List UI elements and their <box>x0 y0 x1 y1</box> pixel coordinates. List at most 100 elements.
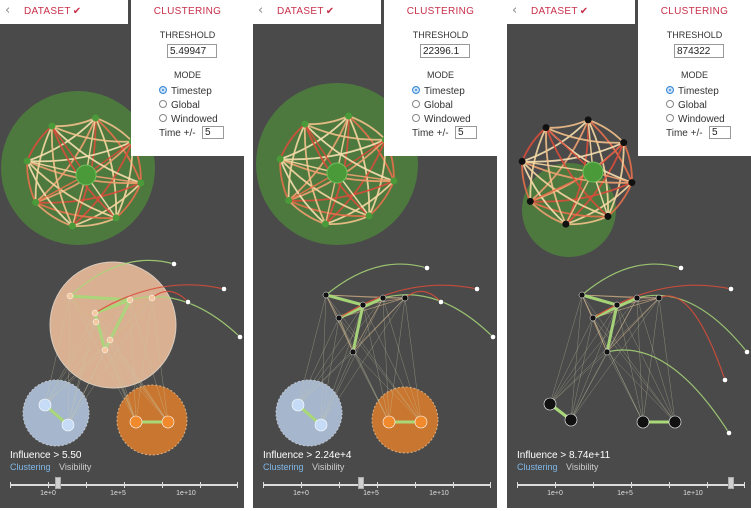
tab-visibility[interactable]: Visibility <box>566 462 599 472</box>
tab-clustering[interactable]: Clustering <box>10 462 51 472</box>
mode-radio-global[interactable]: Global <box>159 100 200 112</box>
time-window-input[interactable]: 5 <box>709 126 731 139</box>
influence-slider[interactable]: 1e+0 1e+5 1e+10 <box>517 477 745 502</box>
mode-radio-windowed[interactable]: Windowed <box>666 114 725 126</box>
radio-selected-icon[interactable] <box>412 86 420 95</box>
threshold-input[interactable]: 22396.1 <box>420 44 470 58</box>
graph-node[interactable] <box>603 348 611 356</box>
graph-node[interactable] <box>542 124 550 132</box>
graph-node[interactable] <box>349 348 357 356</box>
threshold-input[interactable]: 874322 <box>674 44 724 58</box>
slider-thumb[interactable] <box>358 477 365 489</box>
network-graph[interactable] <box>253 0 497 508</box>
back-chevron-icon[interactable]: ‹ <box>512 3 518 18</box>
graph-node[interactable] <box>101 346 109 354</box>
graph-node[interactable] <box>379 294 387 302</box>
graph-node[interactable] <box>365 212 373 220</box>
tab-visibility[interactable]: Visibility <box>59 462 92 472</box>
graph-node[interactable] <box>668 415 682 429</box>
back-chevron-icon[interactable]: ‹ <box>5 3 11 18</box>
graph-node[interactable] <box>401 294 409 302</box>
graph-node[interactable] <box>129 415 143 429</box>
graph-node[interactable] <box>148 294 156 302</box>
threshold-input[interactable]: 5.49947 <box>167 44 217 58</box>
radio-icon[interactable] <box>159 114 167 123</box>
radio-icon[interactable] <box>666 100 674 109</box>
graph-node[interactable] <box>564 413 578 427</box>
graph-node[interactable] <box>112 214 120 222</box>
radio-icon[interactable] <box>412 100 420 109</box>
radio-selected-icon[interactable] <box>159 86 167 95</box>
graph-node[interactable] <box>620 139 628 147</box>
mode-radio-timestep[interactable]: Timestep <box>159 86 212 98</box>
graph-nodes[interactable] <box>23 114 243 432</box>
graph-node[interactable] <box>23 157 31 165</box>
cluster-halo-orange[interactable] <box>371 386 439 454</box>
graph-node[interactable] <box>285 196 293 204</box>
graph-node[interactable] <box>237 334 243 340</box>
graph-node[interactable] <box>474 286 480 292</box>
graph-node[interactable] <box>744 349 750 355</box>
graph-node[interactable] <box>92 318 100 326</box>
cluster-halo-orange[interactable] <box>116 384 188 456</box>
graph-node[interactable] <box>636 415 650 429</box>
graph-node[interactable] <box>722 377 728 383</box>
time-window-input[interactable]: 5 <box>455 126 477 139</box>
mode-radio-timestep[interactable]: Timestep <box>666 86 719 98</box>
tab-clustering[interactable]: Clustering <box>263 462 304 472</box>
graph-node[interactable] <box>382 415 396 429</box>
graph-node[interactable] <box>48 122 56 130</box>
graph-node[interactable] <box>589 314 597 322</box>
graph-node[interactable] <box>137 179 145 187</box>
dataset-button[interactable]: DATASET ✔ <box>24 6 81 17</box>
dataset-bar[interactable]: ‹ DATASET ✔ <box>507 0 635 24</box>
dataset-bar[interactable]: ‹ DATASET ✔ <box>0 0 128 24</box>
graph-node-large[interactable] <box>326 162 348 184</box>
graph-node[interactable] <box>92 114 100 122</box>
graph-node[interactable] <box>301 120 309 128</box>
graph-node[interactable] <box>161 415 175 429</box>
radio-selected-icon[interactable] <box>666 86 674 95</box>
graph-node[interactable] <box>68 222 76 230</box>
graph-node[interactable] <box>359 301 367 309</box>
graph-node[interactable] <box>526 197 534 205</box>
network-graph[interactable] <box>507 0 751 508</box>
radio-icon[interactable] <box>159 100 167 109</box>
graph-node[interactable] <box>562 220 570 228</box>
graph-node-large[interactable] <box>582 161 604 183</box>
mode-radio-global[interactable]: Global <box>412 100 453 112</box>
mode-radio-windowed[interactable]: Windowed <box>412 114 471 126</box>
graph-node[interactable] <box>291 398 305 412</box>
time-window-input[interactable]: 5 <box>202 126 224 139</box>
mode-radio-windowed[interactable]: Windowed <box>159 114 218 126</box>
graph-node[interactable] <box>390 177 398 185</box>
mode-radio-timestep[interactable]: Timestep <box>412 86 465 98</box>
slider-thumb[interactable] <box>728 477 735 489</box>
graph-node[interactable] <box>322 291 330 299</box>
graph-node[interactable] <box>424 265 430 271</box>
graph-node[interactable] <box>678 265 684 271</box>
graph-node[interactable] <box>345 112 353 120</box>
graph-nodes[interactable] <box>518 116 750 436</box>
graph-node[interactable] <box>726 430 732 436</box>
graph-node[interactable] <box>38 398 52 412</box>
dataset-bar[interactable]: ‹ DATASET ✔ <box>253 0 381 24</box>
graph-node[interactable] <box>314 418 328 432</box>
graph-node[interactable] <box>276 155 284 163</box>
radio-icon[interactable] <box>666 114 674 123</box>
graph-node[interactable] <box>126 296 134 304</box>
graph-node[interactable] <box>604 212 612 220</box>
dataset-button[interactable]: DATASET ✔ <box>277 6 334 17</box>
graph-node[interactable] <box>91 309 99 317</box>
graph-nodes[interactable] <box>276 112 496 432</box>
graph-node[interactable] <box>655 294 663 302</box>
graph-node[interactable] <box>32 198 40 206</box>
tab-visibility[interactable]: Visibility <box>312 462 345 472</box>
graph-node-large[interactable] <box>75 164 97 186</box>
graph-node[interactable] <box>543 397 557 411</box>
radio-icon[interactable] <box>412 114 420 123</box>
graph-node[interactable] <box>584 116 592 124</box>
graph-node[interactable] <box>438 299 444 305</box>
graph-node[interactable] <box>185 299 191 305</box>
graph-node[interactable] <box>633 294 641 302</box>
